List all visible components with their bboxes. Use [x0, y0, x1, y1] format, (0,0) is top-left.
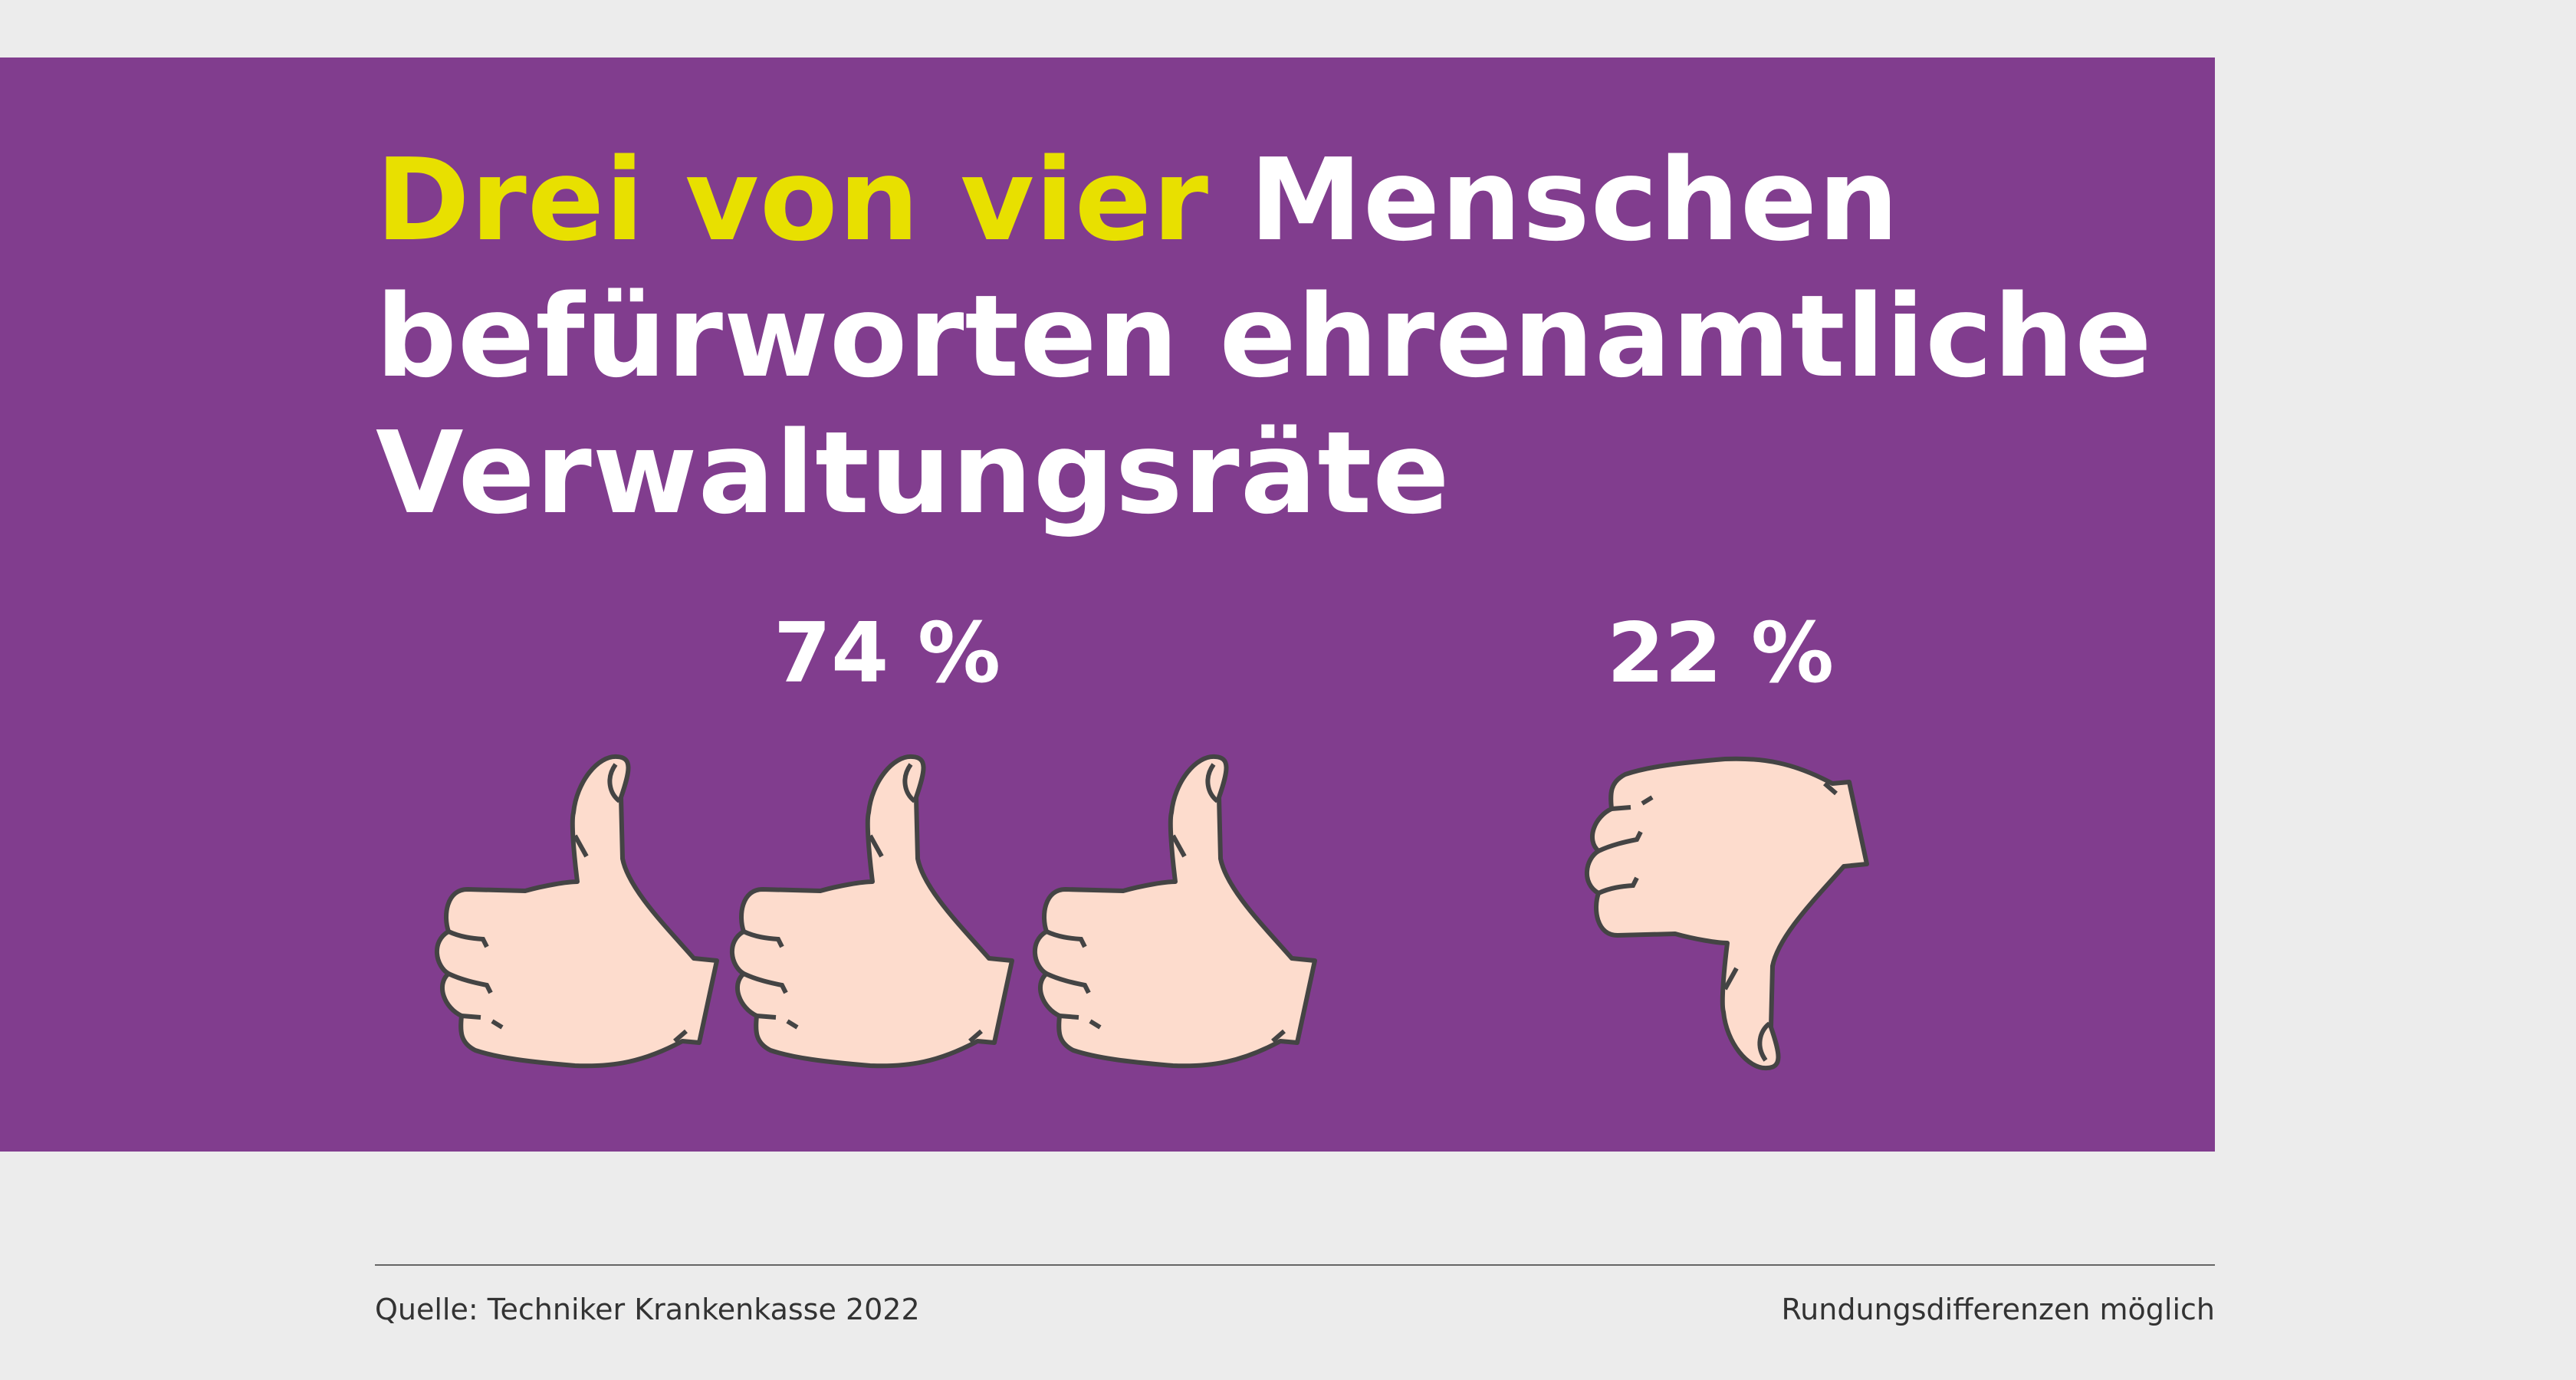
thumbs-down-icon — [1564, 736, 1886, 1089]
thumbs-up-icon — [414, 736, 736, 1089]
source-note: Quelle: Techniker Krankenkasse 2022 — [375, 1293, 920, 1326]
rounding-note: Rundungsdifferenzen möglich — [1781, 1293, 2215, 1326]
approve-percentage: 74 % — [773, 606, 1001, 702]
headline-line2: befürworten ehrenamtliche — [376, 271, 2153, 402]
thumbs-up-icon — [1012, 736, 1334, 1089]
footer-divider — [375, 1264, 2215, 1266]
thumbs-up-icon — [709, 736, 1031, 1089]
reject-percentage: 22 % — [1606, 606, 1835, 702]
headline-line1: Menschen — [1209, 134, 1900, 266]
headline-line3: Verwaltungsräte — [376, 407, 1451, 539]
headline-highlight: Drei von vier — [376, 134, 1210, 266]
headline: Drei von vier Menschen befürworten ehrena… — [376, 132, 2153, 541]
